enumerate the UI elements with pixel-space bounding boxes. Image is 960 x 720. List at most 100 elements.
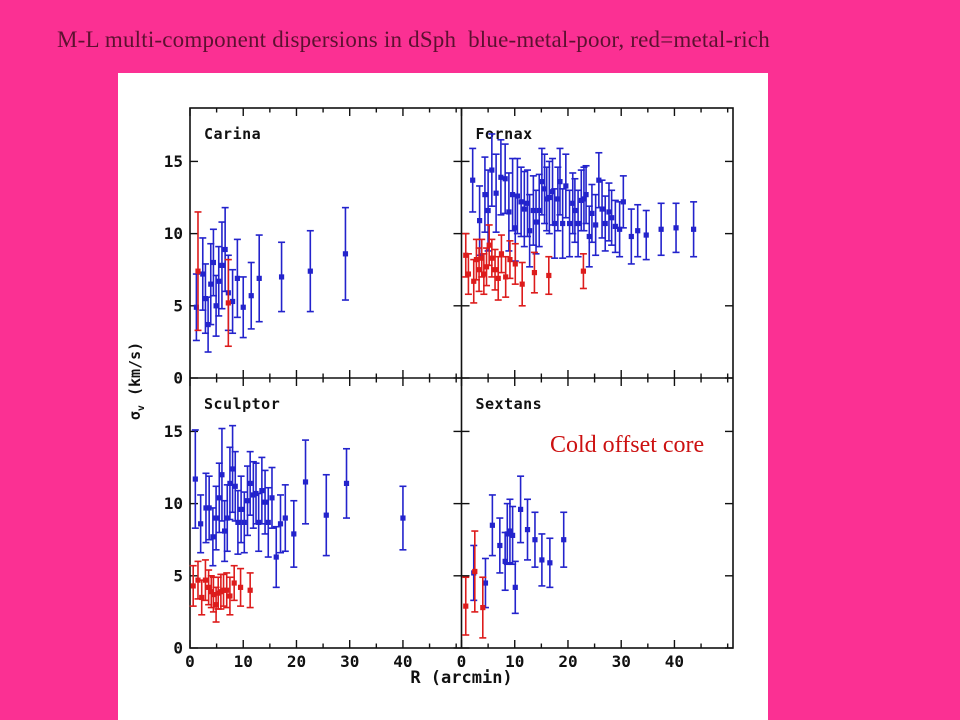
series-metal-poor xyxy=(191,424,407,589)
data-point xyxy=(498,251,505,257)
data-point xyxy=(213,303,219,309)
data-point xyxy=(210,534,216,540)
data-point xyxy=(202,577,209,583)
data-point xyxy=(192,476,198,482)
series-metal-poor xyxy=(469,133,698,268)
data-point xyxy=(532,537,538,543)
panel-sextans: 0 10 20 30 40 Sextans xyxy=(457,378,733,671)
x-tick-label: 10 xyxy=(505,652,524,671)
data-point xyxy=(628,233,634,240)
data-point xyxy=(530,207,536,214)
data-point xyxy=(524,527,531,533)
data-point xyxy=(342,251,349,257)
data-point xyxy=(215,590,221,596)
data-point xyxy=(323,512,329,518)
x-tick-label: 0 xyxy=(457,652,467,671)
x-tick-label: 0 xyxy=(185,652,195,671)
data-point xyxy=(481,271,487,277)
data-point xyxy=(691,226,697,232)
data-point xyxy=(507,257,513,263)
panel-label-carina: Carina xyxy=(204,125,261,143)
data-point xyxy=(202,295,209,302)
data-point xyxy=(557,179,563,185)
data-point xyxy=(200,271,206,277)
y-tick-label: 5 xyxy=(173,296,183,315)
data-point xyxy=(225,300,231,306)
data-point xyxy=(570,200,576,206)
data-point xyxy=(504,531,510,537)
data-point xyxy=(519,281,525,287)
data-point xyxy=(227,480,233,487)
data-point xyxy=(602,220,608,227)
y-tick-label: 15 xyxy=(164,152,183,171)
data-point xyxy=(208,589,214,595)
data-point xyxy=(643,232,649,238)
data-point xyxy=(658,226,664,232)
data-point xyxy=(502,176,508,182)
data-point xyxy=(282,515,288,521)
y-tick-label: 0 xyxy=(173,639,183,658)
data-point xyxy=(234,275,240,281)
panel-sculptor: 0 5 10 15 0 10 20 30 40 Sculptor xyxy=(164,378,462,671)
data-point xyxy=(581,196,587,202)
data-point xyxy=(539,179,545,185)
panel-label-fornax: Fornax xyxy=(476,125,533,143)
data-point xyxy=(531,269,538,276)
x-tick-label: 20 xyxy=(558,652,577,671)
data-point xyxy=(555,196,561,202)
data-point xyxy=(240,304,246,310)
data-point xyxy=(203,505,209,511)
data-point xyxy=(482,580,489,586)
data-point xyxy=(193,304,199,310)
data-point xyxy=(635,228,641,234)
data-point xyxy=(216,278,222,284)
data-point xyxy=(612,223,618,229)
y-tick-label: 15 xyxy=(164,422,183,441)
panel-label-sextans: Sextans xyxy=(476,395,543,413)
data-point xyxy=(238,506,244,512)
series-metal-rich xyxy=(194,211,232,348)
data-point xyxy=(278,274,285,280)
data-point xyxy=(195,577,201,583)
cold-offset-core-annotation: Cold offset core xyxy=(550,432,705,458)
data-point xyxy=(514,193,520,199)
data-point xyxy=(241,519,247,525)
data-point xyxy=(232,483,238,489)
slide-title: M-L multi-component dispersions in dSph … xyxy=(57,27,770,52)
x-tick-label: 10 xyxy=(234,652,253,671)
data-point xyxy=(247,587,253,593)
data-point xyxy=(546,194,552,201)
data-point xyxy=(302,479,309,485)
data-point xyxy=(199,594,205,601)
data-point xyxy=(527,228,533,234)
data-point xyxy=(222,246,228,253)
x-axis-label: R (arcmin) xyxy=(410,668,513,688)
data-point xyxy=(206,584,212,590)
y-tick-label: 10 xyxy=(164,224,183,243)
data-point xyxy=(492,267,498,273)
data-point xyxy=(589,210,595,217)
data-point xyxy=(237,584,244,590)
data-point xyxy=(518,199,524,205)
data-point xyxy=(471,278,477,284)
data-point xyxy=(231,580,237,586)
data-point xyxy=(533,219,539,225)
data-point xyxy=(250,492,256,498)
panel-carina: 0 5 10 15 Carina xyxy=(164,108,462,388)
data-point xyxy=(465,271,472,277)
data-point xyxy=(224,587,230,593)
data-point xyxy=(561,537,567,543)
data-point xyxy=(463,603,469,609)
y-axis-sigma: σ xyxy=(126,411,144,421)
y-axis-label: σv (km/s) xyxy=(126,306,147,456)
data-point xyxy=(506,209,512,215)
data-point xyxy=(224,515,230,521)
data-point xyxy=(291,531,297,537)
data-point xyxy=(493,190,499,196)
data-point xyxy=(222,528,228,534)
x-tick-label: 40 xyxy=(665,652,684,671)
data-point xyxy=(472,568,478,575)
data-point xyxy=(482,192,488,198)
data-point xyxy=(549,189,556,195)
data-point xyxy=(497,542,503,549)
